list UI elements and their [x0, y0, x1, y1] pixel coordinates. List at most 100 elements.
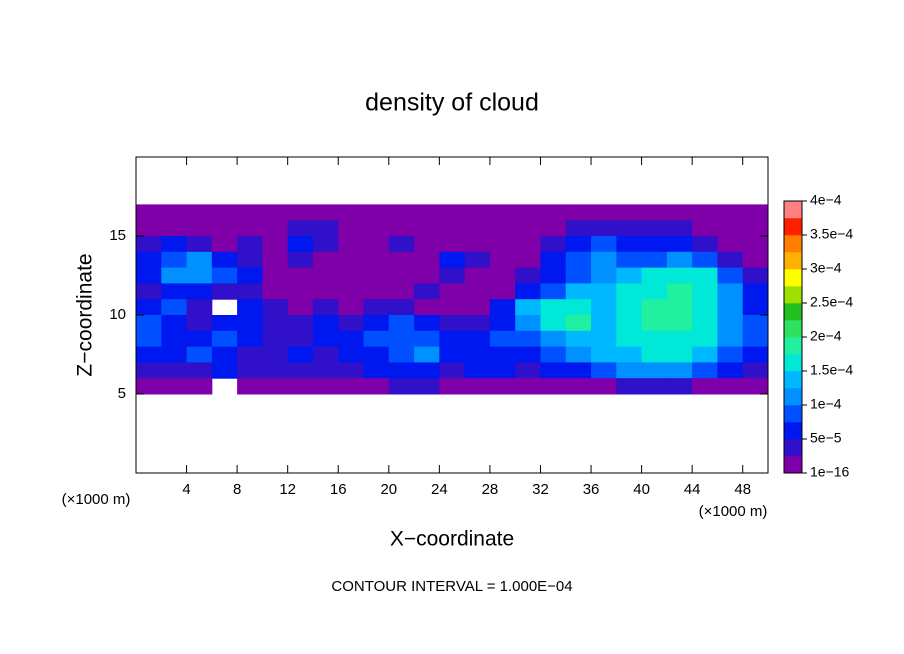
x-tick-label: 40	[633, 481, 650, 498]
colorbar-band	[784, 422, 802, 440]
contour-cell	[717, 204, 744, 221]
contour-cell	[439, 378, 466, 395]
contour-cell	[338, 362, 365, 379]
colorbar-band	[784, 252, 802, 270]
contour-cell	[338, 204, 365, 221]
contour-cell	[489, 315, 516, 332]
contour-cell	[338, 267, 365, 284]
contour-cell	[186, 378, 213, 395]
contour-cell	[388, 330, 415, 348]
contour-cell	[641, 299, 668, 316]
contour-cell	[591, 220, 617, 237]
contour-cell	[540, 267, 567, 284]
contour-cell	[464, 220, 491, 237]
contour-cell	[439, 330, 466, 348]
colorbar-label: 3e−4	[810, 260, 842, 276]
contour-cell	[363, 251, 390, 269]
contour-cell	[742, 315, 769, 332]
colorbar-label: 1.5e−4	[810, 362, 853, 378]
contour-cell	[666, 346, 693, 363]
contour-cell	[641, 283, 668, 300]
contour-cell	[515, 220, 541, 237]
contour-cell	[363, 346, 390, 363]
x-tick-label: 36	[583, 481, 600, 498]
contour-cell	[692, 315, 718, 332]
contour-cell	[414, 330, 440, 348]
contour-cell	[489, 204, 516, 221]
contour-cell	[565, 315, 592, 332]
contour-cell	[591, 204, 617, 221]
contour-cell	[666, 220, 693, 237]
contour-cell	[717, 251, 744, 269]
contour-cell	[262, 204, 289, 221]
contour-cell	[742, 362, 769, 379]
contour-cell	[540, 330, 567, 348]
contour-cell	[136, 220, 162, 237]
x-tick-label: 20	[380, 481, 397, 498]
contour-cell	[388, 378, 415, 395]
contour-cell	[641, 346, 668, 363]
y-tick-label: 10	[109, 306, 126, 323]
contour-cell	[312, 315, 339, 332]
contour-cell	[414, 267, 440, 284]
contour-cell	[540, 378, 567, 395]
contour-cell	[262, 267, 289, 284]
contour-cell	[666, 315, 693, 332]
contour-cell	[641, 236, 668, 253]
contour-cell	[161, 236, 188, 253]
contour-cell	[742, 299, 769, 316]
contour-cell	[388, 299, 415, 316]
contour-cell	[515, 378, 541, 395]
contour-cell	[591, 378, 617, 395]
contour-cell	[414, 299, 440, 316]
y-axis-label: Z−coordinate	[74, 253, 97, 376]
contour-cell	[717, 267, 744, 284]
contour-cell	[742, 236, 769, 253]
contour-cell	[540, 362, 567, 379]
colorbar-band	[784, 320, 802, 338]
contour-cell	[439, 267, 466, 284]
contour-cell	[211, 236, 238, 253]
contour-cell	[388, 315, 415, 332]
contour-cell	[312, 299, 339, 316]
contour-cell	[186, 236, 213, 253]
colorbar-band	[784, 405, 802, 423]
contour-cell	[641, 267, 668, 284]
contour-cell	[211, 346, 238, 363]
contour-cell	[616, 283, 643, 300]
x-tick-label: 44	[684, 481, 701, 498]
colorbar-band	[784, 439, 802, 457]
contour-cell	[742, 346, 769, 363]
contour-cell	[641, 330, 668, 348]
contour-cell	[464, 330, 491, 348]
contour-cell	[312, 267, 339, 284]
contour-cell	[616, 267, 643, 284]
contour-cell	[489, 299, 516, 316]
contour-cell	[666, 362, 693, 379]
colorbar-band	[784, 456, 802, 474]
contour-cell	[515, 330, 541, 348]
contour-cell	[591, 251, 617, 269]
contour-cell	[287, 378, 314, 395]
contour-cell	[666, 267, 693, 284]
contour-cell	[414, 204, 440, 221]
colorbar-label: 2e−4	[810, 328, 842, 344]
contour-cell	[666, 330, 693, 348]
contour-cell	[692, 299, 718, 316]
contour-cell	[565, 346, 592, 363]
contour-cell	[692, 362, 718, 379]
contour-cell	[540, 251, 567, 269]
contour-cell	[540, 220, 567, 237]
contour-cell	[388, 283, 415, 300]
contour-cell	[414, 236, 440, 253]
contour-cell	[388, 236, 415, 253]
contour-cell	[338, 330, 365, 348]
contour-cell	[388, 346, 415, 363]
contour-cell	[312, 220, 339, 237]
field	[136, 204, 769, 395]
contour-cell	[616, 220, 643, 237]
contour-cell	[616, 315, 643, 332]
contour-cell	[742, 251, 769, 269]
contour-cell	[439, 204, 466, 221]
